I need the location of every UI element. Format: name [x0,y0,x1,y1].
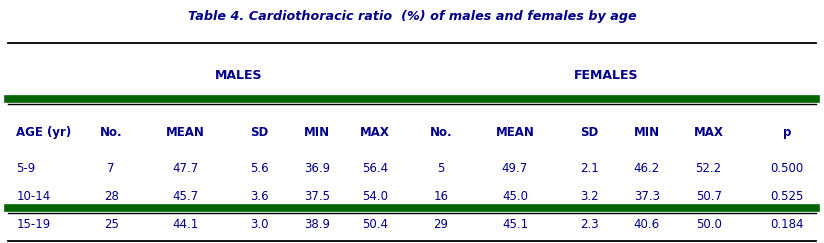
Text: 5.6: 5.6 [250,162,269,175]
Text: MAX: MAX [694,126,723,139]
Text: 3.2: 3.2 [580,190,598,203]
Text: p: p [783,126,791,139]
Text: 0.184: 0.184 [770,218,803,231]
Text: 36.9: 36.9 [304,162,330,175]
Text: 54.0: 54.0 [362,190,388,203]
Text: 45.0: 45.0 [502,190,528,203]
Text: 37.3: 37.3 [634,190,660,203]
Text: 5-9: 5-9 [16,162,35,175]
Text: 47.7: 47.7 [172,162,199,175]
Text: 37.5: 37.5 [304,190,330,203]
Text: Table 4. Cardiothoracic ratio  (%) of males and females by age: Table 4. Cardiothoracic ratio (%) of mal… [188,10,636,23]
Text: MAX: MAX [360,126,390,139]
Text: MIN: MIN [304,126,330,139]
Text: 56.4: 56.4 [362,162,388,175]
Text: 40.6: 40.6 [634,218,660,231]
Text: 38.9: 38.9 [304,218,330,231]
Text: MIN: MIN [634,126,660,139]
Text: SD: SD [580,126,598,139]
Text: MEAN: MEAN [166,126,205,139]
Text: 50.4: 50.4 [362,218,388,231]
Text: 3.6: 3.6 [250,190,269,203]
Text: FEMALES: FEMALES [574,69,638,82]
Text: 16: 16 [433,190,448,203]
Text: No.: No. [429,126,452,139]
Text: 2.3: 2.3 [580,218,598,231]
Text: 45.7: 45.7 [172,190,199,203]
Text: 52.2: 52.2 [695,162,722,175]
Text: 29: 29 [433,218,448,231]
Text: 46.2: 46.2 [634,162,660,175]
Text: MEAN: MEAN [495,126,535,139]
Text: 45.1: 45.1 [502,218,528,231]
Text: 50.0: 50.0 [695,218,722,231]
Text: 28: 28 [104,190,119,203]
Text: 5: 5 [438,162,444,175]
Text: 25: 25 [104,218,119,231]
Text: SD: SD [250,126,269,139]
Text: AGE (yr): AGE (yr) [16,126,72,139]
Text: 49.7: 49.7 [502,162,528,175]
Text: 2.1: 2.1 [580,162,598,175]
Text: 3.0: 3.0 [250,218,269,231]
Text: 44.1: 44.1 [172,218,199,231]
Text: 50.7: 50.7 [695,190,722,203]
Text: 10-14: 10-14 [16,190,51,203]
Text: 15-19: 15-19 [16,218,51,231]
Text: 0.525: 0.525 [770,190,803,203]
Text: MALES: MALES [215,69,263,82]
Text: No.: No. [100,126,123,139]
Text: 7: 7 [107,162,115,175]
Text: 0.500: 0.500 [770,162,803,175]
